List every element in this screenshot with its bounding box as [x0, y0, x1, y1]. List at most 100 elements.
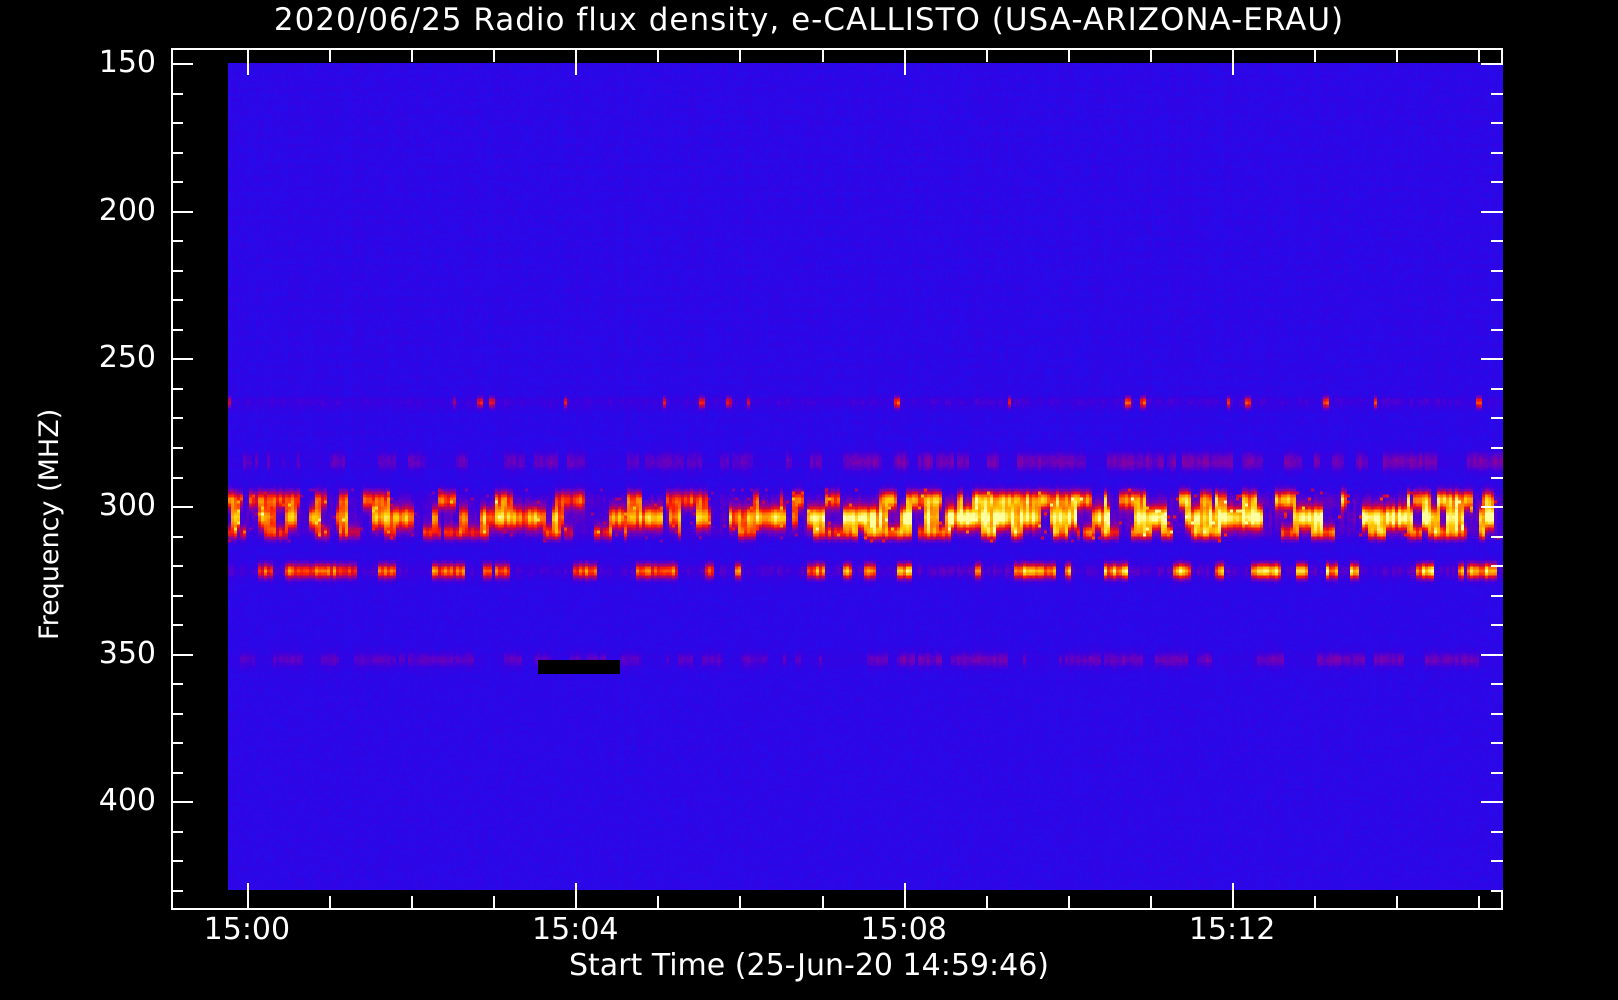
y-minor-tick-right: [1491, 240, 1503, 242]
x-minor-tick-top: [329, 48, 331, 62]
y-minor-tick: [171, 270, 183, 272]
x-major-tick-top: [575, 48, 577, 75]
y-minor-tick-right: [1491, 713, 1503, 715]
x-minor-tick-top: [1314, 48, 1316, 62]
x-axis-title: Start Time (25-Jun-20 14:59:46): [569, 948, 1049, 983]
y-minor-tick: [171, 477, 183, 479]
y-major-tick: [171, 211, 193, 213]
y-minor-tick-right: [1491, 93, 1503, 95]
x-tick-label: 15:12: [1188, 912, 1276, 947]
y-major-tick: [171, 801, 193, 803]
y-minor-tick-right: [1491, 565, 1503, 567]
y-major-tick-right: [1481, 358, 1503, 360]
y-minor-tick: [171, 240, 183, 242]
y-tick-label: 250: [98, 340, 156, 376]
y-minor-tick: [171, 122, 183, 124]
y-minor-tick: [171, 152, 183, 154]
y-minor-tick-right: [1491, 831, 1503, 833]
y-axis-title: Frequency (MHZ): [34, 408, 65, 640]
x-minor-tick-top: [1396, 48, 1398, 62]
x-minor-tick-top: [986, 48, 988, 62]
y-minor-tick: [171, 683, 183, 685]
y-minor-tick-right: [1491, 388, 1503, 390]
y-minor-tick: [171, 890, 183, 892]
y-minor-tick-right: [1491, 181, 1503, 183]
y-tick-label: 150: [98, 45, 156, 80]
x-minor-tick: [739, 896, 741, 910]
y-minor-tick-right: [1491, 536, 1503, 538]
y-minor-tick-right: [1491, 329, 1503, 331]
y-minor-tick-right: [1491, 742, 1503, 744]
y-minor-tick-right: [1491, 152, 1503, 154]
y-minor-tick: [171, 713, 183, 715]
y-minor-tick-right: [1491, 624, 1503, 626]
y-major-tick-right: [1481, 63, 1503, 65]
x-tick-label: 15:08: [860, 912, 947, 947]
x-minor-tick: [1478, 896, 1480, 910]
x-minor-tick-top: [1150, 48, 1152, 62]
y-minor-tick: [171, 181, 183, 183]
x-minor-tick-top: [411, 48, 413, 62]
y-minor-tick-right: [1491, 299, 1503, 301]
x-minor-tick: [329, 896, 331, 910]
y-major-tick: [171, 654, 193, 656]
x-minor-tick: [986, 896, 988, 910]
y-minor-tick: [171, 417, 183, 419]
y-major-tick-right: [1481, 211, 1503, 213]
x-major-tick: [904, 883, 906, 910]
x-minor-tick-top: [493, 48, 495, 62]
y-tick-label: 350: [98, 635, 156, 671]
y-minor-tick: [171, 299, 183, 301]
y-major-tick: [171, 506, 193, 508]
x-minor-tick: [1314, 896, 1316, 910]
y-major-tick: [171, 63, 193, 65]
x-minor-tick-top: [657, 48, 659, 62]
x-major-tick-top: [904, 48, 906, 75]
x-minor-tick: [1396, 896, 1398, 910]
x-minor-tick: [493, 896, 495, 910]
y-tick-label: 200: [98, 192, 156, 228]
y-minor-tick: [171, 93, 183, 95]
y-minor-tick-right: [1491, 270, 1503, 272]
y-minor-tick: [171, 772, 183, 774]
x-major-tick: [247, 883, 249, 910]
y-major-tick-right: [1481, 654, 1503, 656]
y-minor-tick: [171, 831, 183, 833]
y-major-tick-right: [1481, 506, 1503, 508]
y-minor-tick-right: [1491, 890, 1503, 892]
y-minor-tick: [171, 860, 183, 862]
y-minor-tick-right: [1491, 595, 1503, 597]
x-minor-tick: [1150, 896, 1152, 910]
x-major-tick: [575, 883, 577, 910]
x-minor-tick: [822, 896, 824, 910]
blanked-data-bar: [538, 659, 621, 675]
y-minor-tick: [171, 595, 183, 597]
y-minor-tick-right: [1491, 860, 1503, 862]
y-minor-tick: [171, 447, 183, 449]
y-minor-tick-right: [1491, 477, 1503, 479]
y-minor-tick-right: [1491, 417, 1503, 419]
y-minor-tick-right: [1491, 772, 1503, 774]
y-minor-tick-right: [1491, 122, 1503, 124]
spectrogram-image: [228, 63, 1503, 890]
y-minor-tick: [171, 329, 183, 331]
page-title: 2020/06/25 Radio flux density, e-CALLIST…: [273, 2, 1345, 38]
y-minor-tick: [171, 742, 183, 744]
y-major-tick-right: [1481, 801, 1503, 803]
y-minor-tick: [171, 388, 183, 390]
x-minor-tick: [411, 896, 413, 910]
x-minor-tick-top: [1068, 48, 1070, 62]
y-minor-tick-right: [1491, 683, 1503, 685]
x-minor-tick-top: [822, 48, 824, 62]
x-tick-label: 15:00: [203, 912, 291, 947]
x-minor-tick-top: [739, 48, 741, 62]
y-tick-label: 300: [98, 488, 156, 524]
y-tick-label: 400: [98, 783, 156, 819]
x-minor-tick: [1068, 896, 1070, 910]
x-minor-tick: [657, 896, 659, 910]
x-major-tick-top: [247, 48, 249, 75]
x-major-tick: [1232, 883, 1234, 910]
y-minor-tick: [171, 624, 183, 626]
y-minor-tick: [171, 565, 183, 567]
